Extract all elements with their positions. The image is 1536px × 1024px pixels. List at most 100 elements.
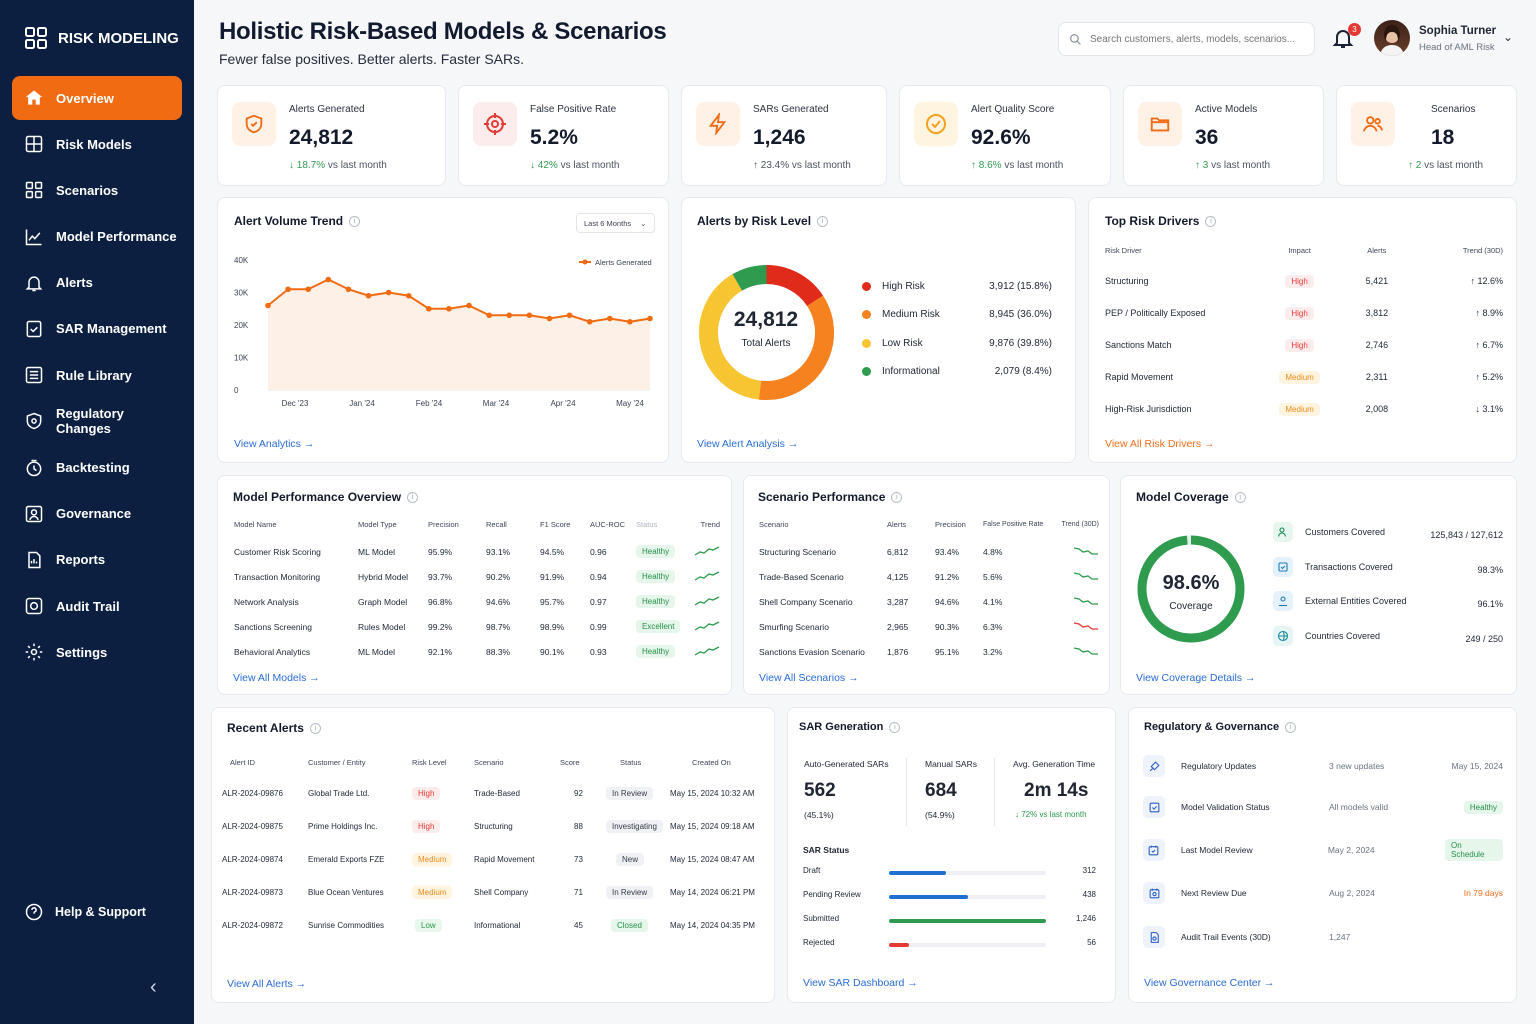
table-row[interactable]: Smurfing Scenario 2,965 90.3% 6.3%	[759, 614, 1099, 639]
sar-status-value: 438	[1082, 890, 1096, 899]
view-governance-center-link[interactable]: View Governance Center →	[1144, 977, 1275, 989]
data-point[interactable]	[546, 315, 553, 322]
view-all-risk-drivers-link[interactable]: View All Risk Drivers →	[1105, 438, 1215, 450]
regulatory-update-icon	[1143, 755, 1165, 777]
table-row[interactable]: Behavioral Analytics ML Model 92.1% 88.3% 90…	[234, 639, 720, 664]
nav-label: Scenarios	[56, 182, 119, 198]
brand[interactable]: RISK MODELING	[24, 26, 179, 50]
table-row[interactable]: Transaction Monitoring Hybrid Model 93.7% 9…	[234, 564, 720, 589]
list-icon	[25, 366, 43, 384]
search-box[interactable]	[1058, 22, 1315, 56]
view-all-models-link[interactable]: View All Models →	[233, 672, 320, 684]
data-point[interactable]	[526, 312, 533, 319]
nav-item-reports[interactable]: Reports	[12, 538, 182, 582]
search-input[interactable]	[1090, 33, 1310, 45]
data-point[interactable]	[426, 305, 432, 312]
collapse-sidebar-icon[interactable]: ‹	[150, 976, 157, 998]
data-point[interactable]	[486, 312, 492, 319]
scenario-table: Scenario Alerts Precision False Positive Ra…	[759, 520, 1099, 664]
notifications-button[interactable]: 3	[1331, 23, 1361, 52]
nav-item-governance[interactable]: Governance	[12, 492, 182, 536]
view-alert-analysis-link[interactable]: View Alert Analysis →	[697, 438, 799, 450]
governance-row[interactable]: Last Model Review May 2, 2024 On Schedule	[1143, 838, 1503, 862]
chevron-down-icon[interactable]: ⌄	[1503, 30, 1514, 44]
avatar[interactable]	[1374, 20, 1410, 56]
table-row[interactable]: Customer Risk Scoring ML Model 95.9% 93.1% 9…	[234, 539, 720, 564]
donut-segment[interactable]	[766, 265, 824, 307]
data-point[interactable]	[606, 315, 613, 322]
coverage-item: External Entities Covered 96.1%	[1273, 590, 1503, 612]
data-point[interactable]	[325, 276, 332, 283]
data-point[interactable]	[365, 292, 372, 299]
nav-item-scenarios[interactable]: Scenarios	[12, 168, 182, 212]
view-all-scenarios-link[interactable]: View All Scenarios →	[759, 672, 859, 684]
stat-value: 18	[1431, 126, 1455, 149]
table-row[interactable]: Network Analysis Graph Model 96.8% 94.6% 95.…	[234, 589, 720, 614]
data-point[interactable]	[627, 318, 633, 325]
data-point[interactable]	[265, 302, 271, 309]
table-row[interactable]: Structuring High 5,421 ↑ 12.6%	[1105, 274, 1503, 288]
data-point[interactable]	[647, 315, 653, 322]
help-support-link[interactable]: Help & Support	[24, 902, 146, 922]
help-label: Help & Support	[55, 905, 146, 919]
bell-icon	[1332, 30, 1354, 48]
governance-row[interactable]: Model Validation Status All models valid H…	[1143, 795, 1503, 819]
data-point[interactable]	[466, 302, 472, 309]
divider	[906, 758, 907, 826]
table-row[interactable]: Sanctions Evasion Scenario 1,876 95.1% 3.2%	[759, 639, 1099, 664]
table-row[interactable]: Rapid Movement Medium 2,311 ↑ 5.2%	[1105, 370, 1503, 384]
data-point[interactable]	[566, 312, 573, 319]
data-point[interactable]	[586, 318, 593, 325]
data-point[interactable]	[446, 305, 452, 312]
card-title: Scenario Performance i	[758, 490, 903, 504]
donut-segment[interactable]	[758, 295, 834, 400]
view-analytics-link[interactable]: View Analytics →	[234, 438, 315, 450]
view-sar-dashboard-link[interactable]: View SAR Dashboard →	[803, 977, 918, 989]
nav-item-audit-trail[interactable]: Audit Trail	[12, 584, 182, 628]
table-row[interactable]: ALR-2024-09874 Emerald Exports FZE Medium R…	[222, 853, 755, 866]
data-point[interactable]	[506, 312, 513, 319]
stat-value: 36	[1195, 126, 1219, 149]
table-row[interactable]: Structuring Scenario 6,812 93.4% 4.8%	[759, 539, 1099, 564]
table-row[interactable]: Shell Company Scenario 3,287 94.6% 4.1%	[759, 589, 1099, 614]
governance-row[interactable]: Audit Trail Events (30D) 1,247	[1143, 925, 1503, 949]
table-row[interactable]: ALR-2024-09873 Blue Ocean Ventures Medium S…	[222, 886, 755, 899]
nav-item-regulatory-changes[interactable]: Regulatory Changes	[12, 399, 182, 443]
calendar-check-icon	[1143, 839, 1165, 861]
view-coverage-details-link[interactable]: View Coverage Details →	[1136, 672, 1256, 684]
nav-item-alerts[interactable]: Alerts	[12, 261, 182, 305]
table-row[interactable]: ALR-2024-09875 Prime Holdings Inc. High Str…	[222, 820, 755, 833]
governance-row[interactable]: Regulatory Updates 3 new updates May 15, 2…	[1143, 754, 1503, 778]
table-row[interactable]: ALR-2024-09876 Global Trade Ltd. High Trade…	[222, 787, 755, 800]
nav-item-settings[interactable]: Settings	[12, 630, 182, 674]
info-icon: i	[1285, 721, 1297, 733]
table-row[interactable]: ALR-2024-09872 Sunrise Commodities Low Info…	[222, 919, 755, 932]
table-row[interactable]: Trade-Based Scenario 4,125 91.2% 5.6%	[759, 564, 1099, 589]
donut-segment[interactable]	[732, 265, 767, 291]
nav-item-risk-models[interactable]: Risk Models	[12, 122, 182, 166]
data-point[interactable]	[405, 292, 412, 299]
nav-item-rule-library[interactable]: Rule Library	[12, 353, 182, 397]
nav-item-overview[interactable]: Overview	[12, 76, 182, 120]
data-point[interactable]	[305, 286, 312, 293]
model-coverage-card: Model Coverage i 98.6% Coverage Customers…	[1120, 475, 1517, 695]
data-point[interactable]	[285, 286, 291, 293]
table-row[interactable]: PEP / Politically Exposed High 3,812 ↑ 8.9%	[1105, 306, 1503, 320]
nav-item-model-performance[interactable]: Model Performance	[12, 215, 182, 259]
table-row[interactable]: High-Risk Jurisdiction Medium 2,008 ↓ 3.1%	[1105, 402, 1503, 416]
user-name[interactable]: Sophia Turner	[1419, 25, 1497, 37]
nav-item-sar-management[interactable]: SAR Management	[12, 307, 182, 351]
user-role: Head of AML Risk	[1419, 42, 1495, 53]
info-icon: i	[1234, 491, 1246, 503]
view-all-alerts-link[interactable]: View All Alerts →	[227, 978, 307, 990]
data-point[interactable]	[345, 286, 352, 293]
donut-segment[interactable]	[699, 274, 762, 400]
table-row[interactable]: Sanctions Screening Rules Model 99.2% 98.7%…	[234, 614, 720, 639]
sar-status-label: Pending Review	[803, 890, 861, 899]
data-point[interactable]	[385, 289, 392, 296]
nav-item-backtesting[interactable]: Backtesting	[12, 446, 182, 490]
donut-total-label: Total Alerts	[741, 338, 791, 349]
range-select[interactable]: Last 6 Months ⌄	[576, 213, 655, 233]
governance-row[interactable]: Next Review Due Aug 2, 2024 In 79 days	[1143, 881, 1503, 905]
table-row[interactable]: Sanctions Match High 2,746 ↑ 6.7%	[1105, 338, 1503, 352]
